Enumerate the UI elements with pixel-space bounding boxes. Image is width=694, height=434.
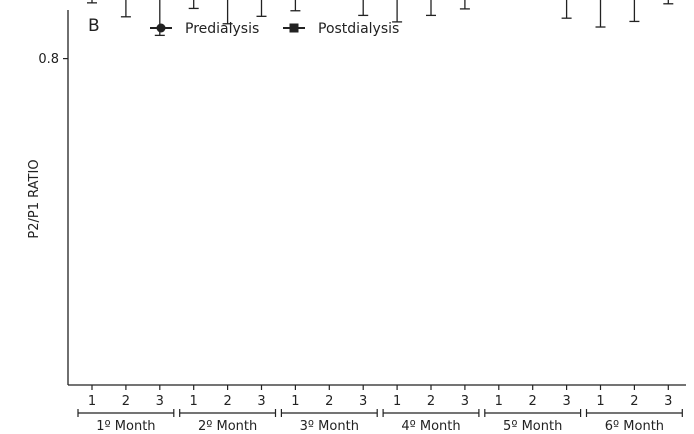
x-tick-label: 2	[122, 394, 130, 409]
y-ticks: 0.81.01.21.4	[38, 52, 68, 67]
x-tick-label: 2	[223, 394, 231, 409]
month-group-label: 6º Month	[605, 419, 664, 434]
month-group-label: 1º Month	[96, 419, 155, 434]
x-ticks: 1 2 3 1 2 3 1 2 3 1 2 3 1 2 3 1 2 3	[88, 385, 672, 409]
x-tick-label: 1	[596, 394, 604, 409]
y-axis-label: P2/P1 RATIO	[27, 159, 42, 238]
month-group-label: 2º Month	[198, 419, 257, 434]
x-tick-label: 3	[461, 394, 469, 409]
x-tick-label: 2	[529, 394, 537, 409]
x-tick-label: 1	[495, 394, 503, 409]
x-tick-label: 3	[359, 394, 367, 409]
legend-marker-predialysis	[156, 23, 166, 33]
month-group-label: 3º Month	[300, 419, 359, 434]
x-tick-label: 3	[664, 394, 672, 409]
x-tick-label: 3	[257, 394, 265, 409]
legend-label-postdialysis: Postdialysis	[318, 21, 399, 37]
panel-label: B	[88, 16, 100, 36]
x-tick-label: 1	[393, 394, 401, 409]
legend: Predialysis Postdialysis	[150, 21, 399, 37]
legend-marker-postdialysis	[289, 23, 299, 33]
month-groups: 1º Month 2º Month 3º Month 4º Month 5º Month…	[77, 409, 683, 434]
x-tick-label: 2	[325, 394, 333, 409]
month-group-label: 5º Month	[503, 419, 562, 434]
x-tick-label: 1	[88, 394, 96, 409]
error-bars	[87, 0, 674, 37]
x-tick-label: 2	[427, 394, 435, 409]
x-tick-label: 3	[562, 394, 570, 409]
x-tick-label: 3	[156, 394, 164, 409]
legend-label-predialysis: Predialysis	[185, 21, 259, 37]
x-tick-label: 1	[291, 394, 299, 409]
y-tick-label: 0.8	[38, 52, 59, 67]
month-group-label: 4º Month	[401, 419, 460, 434]
x-tick-label: 2	[630, 394, 638, 409]
x-tick-label: 1	[190, 394, 198, 409]
